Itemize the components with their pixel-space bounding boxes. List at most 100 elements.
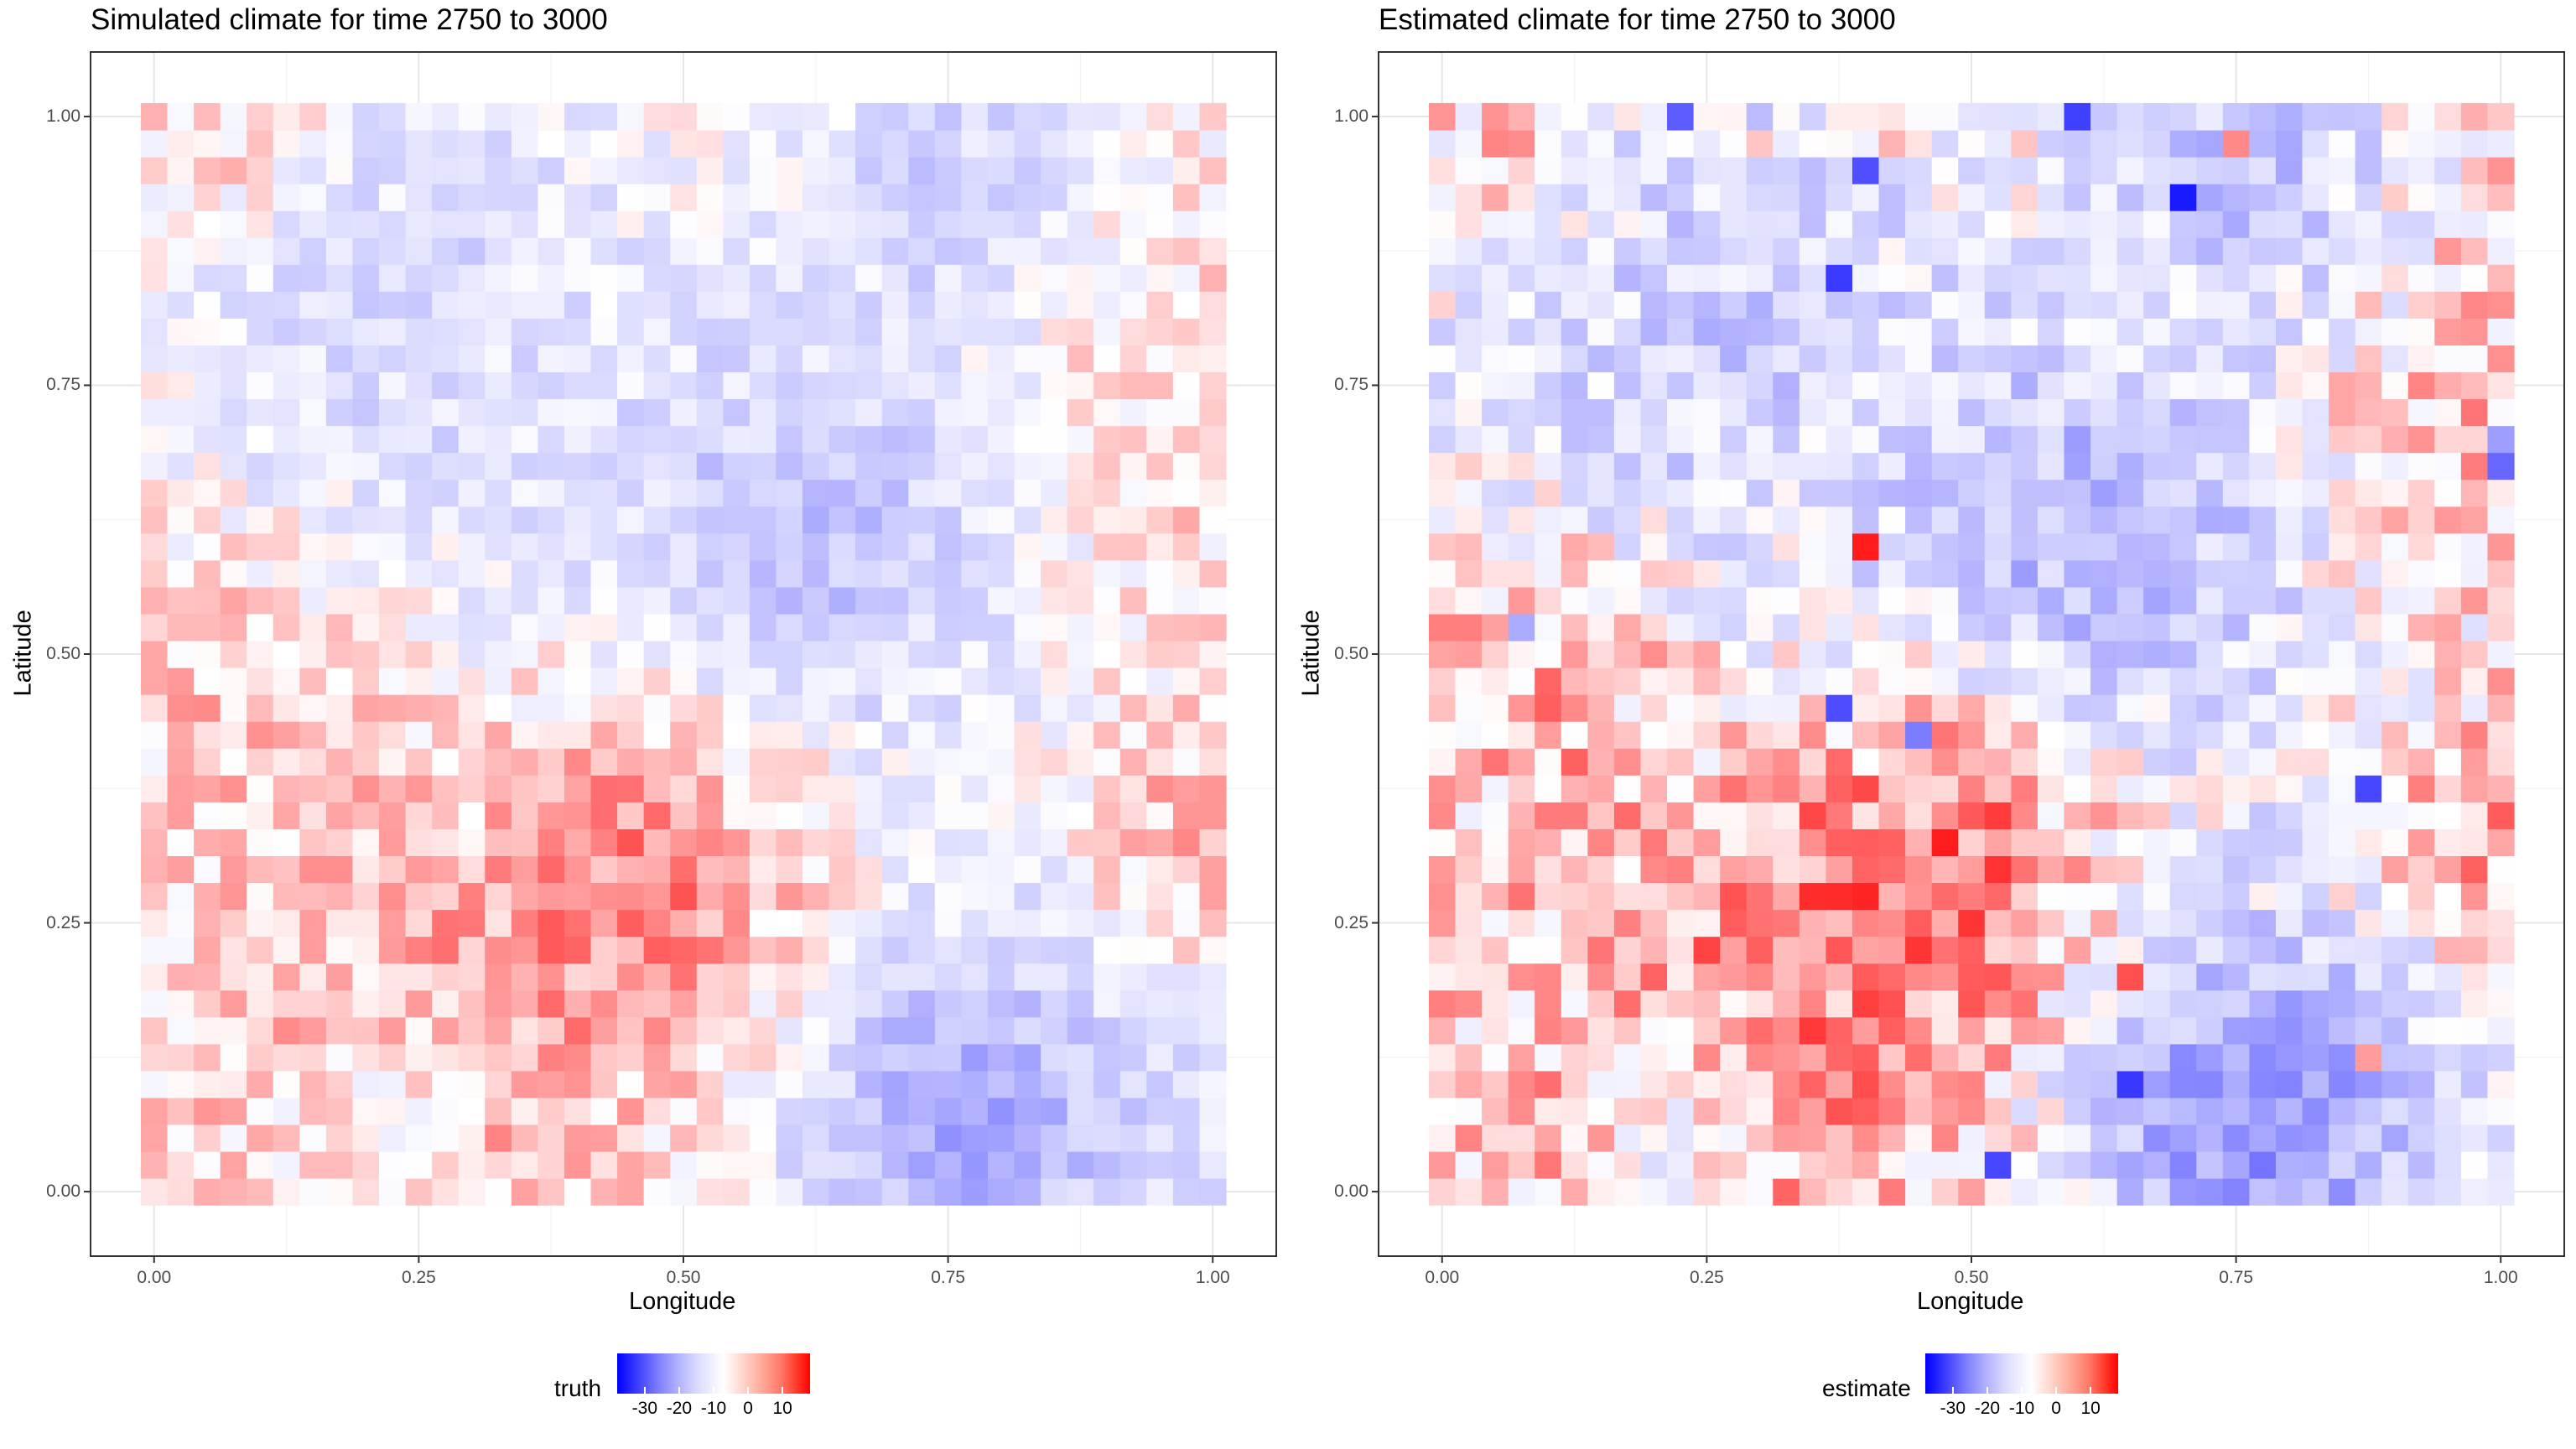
heatmap-cell	[2196, 1124, 2224, 1152]
heatmap-cell	[1878, 1178, 1906, 1206]
heatmap-cell	[273, 613, 300, 641]
heatmap-cell	[485, 586, 512, 615]
heatmap-cell	[617, 345, 645, 373]
heatmap-cell	[379, 318, 407, 345]
heatmap-cell	[749, 1124, 777, 1152]
heatmap-cell	[1984, 1016, 2012, 1045]
heatmap-cell	[643, 479, 671, 507]
heatmap-cell	[1587, 291, 1615, 319]
heatmap-cell	[273, 237, 300, 265]
heatmap-cell	[2302, 721, 2329, 749]
heatmap-cell	[1905, 694, 1933, 722]
heatmap-cell	[2037, 989, 2065, 1018]
heatmap-cell	[670, 184, 698, 211]
heatmap-cell	[1852, 694, 1880, 722]
heatmap-cell	[1931, 775, 1959, 802]
heatmap-cell	[2381, 667, 2409, 695]
heatmap-cell	[1587, 855, 1615, 884]
heatmap-cell	[828, 559, 856, 588]
heatmap-cell	[167, 989, 195, 1018]
heatmap-cell	[2381, 371, 2409, 400]
heatmap-cell	[749, 264, 777, 292]
heatmap-cell	[1667, 264, 1695, 292]
heatmap-cell	[458, 721, 486, 749]
heatmap-cell	[749, 559, 777, 588]
heatmap-cell	[140, 989, 169, 1018]
heatmap-cell	[2487, 345, 2515, 373]
heatmap-cell	[405, 102, 433, 131]
heatmap-cell	[2302, 1043, 2329, 1072]
heatmap-cell	[2169, 613, 2197, 641]
heatmap-cell	[1561, 775, 1588, 802]
heatmap-cell	[1958, 371, 1986, 400]
heatmap-cell	[617, 1124, 645, 1152]
heatmap-cell	[1482, 748, 1509, 776]
heatmap-cell	[1984, 237, 2012, 265]
heatmap-cell	[696, 802, 724, 829]
heatmap-cell	[1428, 775, 1457, 802]
heatmap-cell	[1561, 129, 1588, 158]
heatmap-cell	[1428, 1097, 1457, 1125]
heatmap-cell	[749, 398, 777, 427]
heatmap-cell	[1428, 855, 1457, 884]
heatmap-cell	[696, 989, 724, 1018]
heatmap-cell	[2407, 425, 2435, 454]
heatmap-cell	[2011, 667, 2038, 695]
heatmap-cell	[1905, 1124, 1933, 1152]
heatmap-cell	[273, 184, 300, 211]
heatmap-cell	[2064, 613, 2091, 641]
heatmap-cell	[564, 855, 592, 884]
heatmap-cell	[1613, 775, 1642, 802]
heatmap-cell	[1720, 828, 1748, 857]
heatmap-cell	[2275, 345, 2303, 373]
heatmap-cell	[749, 963, 777, 991]
heatmap-cell	[247, 506, 274, 534]
heatmap-cell	[247, 371, 274, 400]
heatmap-cell	[2487, 1043, 2515, 1072]
heatmap-cell	[1640, 855, 1668, 884]
heatmap-cell	[2011, 184, 2038, 211]
heatmap-cell	[538, 559, 565, 588]
heatmap-cell	[1878, 989, 1906, 1018]
heatmap-cell	[1587, 828, 1615, 857]
heatmap-cell	[2222, 586, 2251, 615]
heatmap-cell	[2381, 694, 2409, 722]
heatmap-cell	[273, 479, 300, 507]
heatmap-cell	[352, 802, 380, 829]
heatmap-cell	[1852, 909, 1880, 937]
heatmap-cell	[2275, 1178, 2303, 1206]
heatmap-cell	[1984, 1178, 2012, 1206]
heatmap-cell	[405, 452, 433, 480]
heatmap-cell	[1455, 640, 1483, 668]
heatmap-cell	[2355, 963, 2382, 991]
heatmap-cell	[167, 613, 195, 641]
heatmap-cell	[1799, 318, 1827, 345]
heatmap-cell	[2302, 479, 2329, 507]
heatmap-cell	[1958, 157, 1986, 184]
heatmap-cell	[1958, 1124, 1986, 1152]
heatmap-cell	[379, 802, 407, 829]
heatmap-cell	[379, 1124, 407, 1152]
heatmap-cell	[723, 989, 750, 1018]
heatmap-cell	[1826, 129, 1853, 158]
heatmap-cell	[617, 157, 645, 184]
heatmap-cell	[643, 1124, 671, 1152]
heatmap-cell	[776, 640, 803, 668]
heatmap-cell	[802, 882, 830, 911]
heatmap-cell	[617, 210, 645, 238]
heatmap-cell	[1561, 1150, 1588, 1179]
heatmap-cell	[2355, 264, 2382, 292]
heatmap-cell	[220, 559, 247, 588]
heatmap-cell	[2064, 694, 2091, 722]
heatmap-cell	[458, 1178, 486, 1206]
heatmap-cell	[1508, 1150, 1535, 1179]
heatmap-cell	[2116, 936, 2144, 964]
heatmap-cell	[802, 291, 830, 319]
heatmap-cell	[2302, 882, 2329, 911]
heatmap-cell	[1799, 963, 1827, 991]
heatmap-cell	[1428, 694, 1457, 722]
heatmap-cell	[2460, 1178, 2489, 1206]
heatmap-cell	[1799, 1070, 1827, 1098]
heatmap-cell	[696, 506, 724, 534]
heatmap-cell	[2249, 129, 2277, 158]
